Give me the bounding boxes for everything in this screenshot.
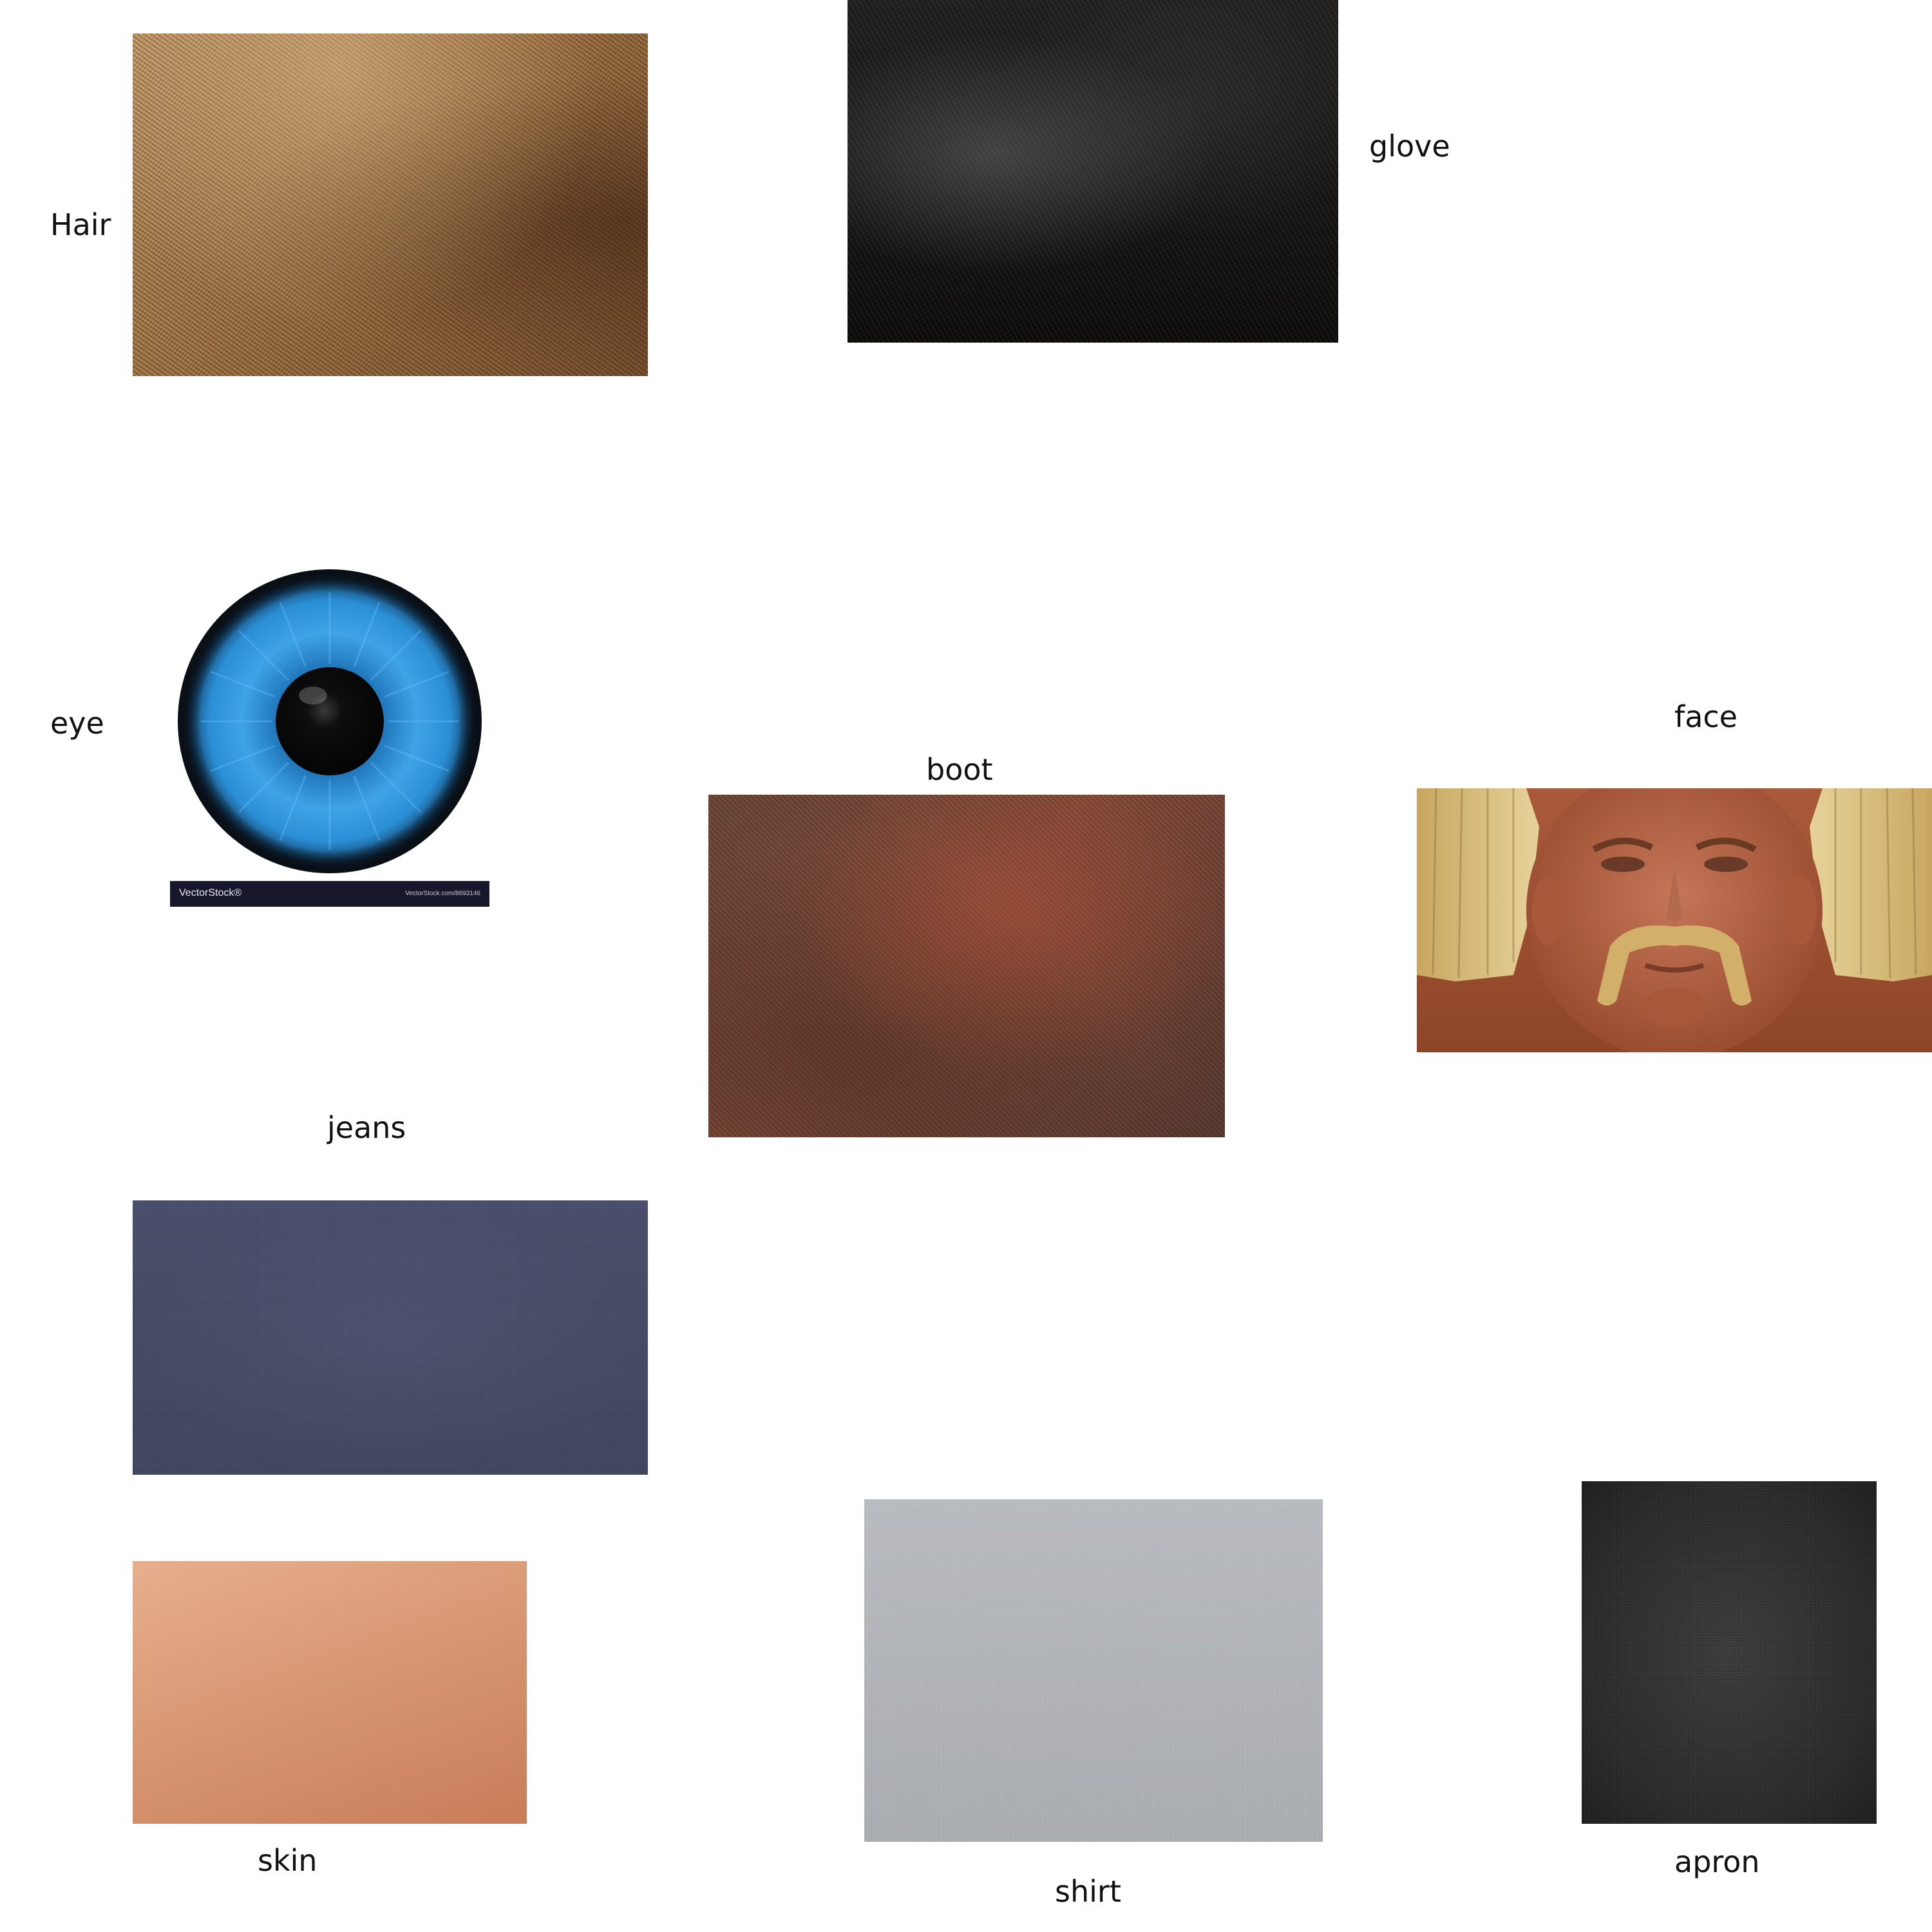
watermark-brand: VectorStock® xyxy=(179,887,242,898)
label-boot: boot xyxy=(926,752,993,787)
label-glove: glove xyxy=(1369,129,1450,164)
label-skin: skin xyxy=(258,1843,317,1878)
face-texture-graphic xyxy=(1417,788,1932,1052)
eye-texture-image: VectorStock® VectorStock.com/8693146 xyxy=(170,567,489,907)
label-hair: Hair xyxy=(50,207,111,242)
jeans-texture-image xyxy=(133,1200,648,1475)
boot-texture-image xyxy=(708,795,1225,1137)
shirt-texture-image xyxy=(864,1499,1323,1842)
face-texture-image xyxy=(1417,788,1932,1052)
label-jeans: jeans xyxy=(327,1110,406,1145)
label-face: face xyxy=(1674,699,1738,734)
glove-texture-image xyxy=(848,0,1338,343)
hair-texture-image xyxy=(133,33,648,376)
watermark-bar: VectorStock® VectorStock.com/8693146 xyxy=(170,881,489,907)
iris-graphic xyxy=(178,569,482,873)
label-eye: eye xyxy=(50,706,104,741)
label-shirt: shirt xyxy=(1055,1874,1121,1909)
watermark-url: VectorStock.com/8693146 xyxy=(405,890,480,897)
label-apron: apron xyxy=(1674,1844,1760,1879)
apron-texture-image xyxy=(1582,1481,1877,1824)
skin-texture-image xyxy=(133,1561,527,1824)
